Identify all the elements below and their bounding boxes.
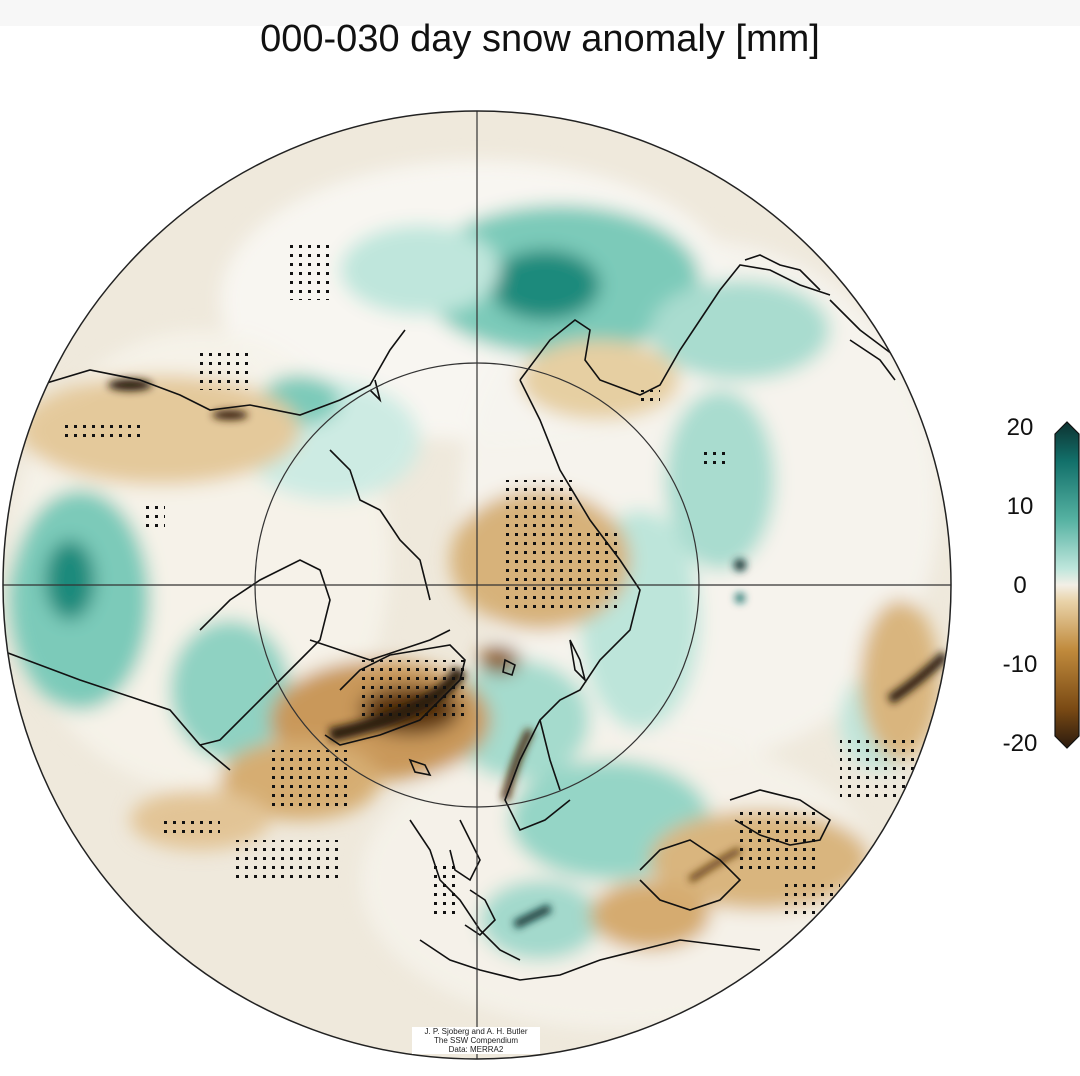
colorbar [1054, 421, 1080, 749]
polar-map [2, 110, 952, 1060]
map-disc [3, 111, 951, 1059]
map-title: 000-030 day snow anomaly [mm] [260, 18, 820, 60]
colorbar-tick-label: 10 [1006, 493, 1034, 520]
coastlines [3, 254, 931, 981]
map-boundary [2, 110, 952, 1060]
latitude-circle [254, 362, 700, 808]
colorbar-tick-label: -20 [1002, 730, 1038, 757]
colorbar-tick-label: -10 [1002, 651, 1038, 678]
top-bar [0, 0, 1080, 26]
credit-authors: J. P. Sjoberg and A. H. Butler [424, 1027, 528, 1036]
graticule [3, 111, 951, 1059]
colorbar-tick-label: 0 [1013, 572, 1027, 599]
colorbar-gradient [1054, 421, 1080, 749]
colorbar-tick-label: 20 [1006, 414, 1034, 441]
credit-data: Data: MERRA2 [448, 1045, 504, 1054]
credit-source: The SSW Compendium [433, 1036, 519, 1045]
significance-stippling [60, 240, 920, 920]
credit-box: J. P. Sjoberg and A. H. Butler The SSW C… [412, 1027, 540, 1054]
